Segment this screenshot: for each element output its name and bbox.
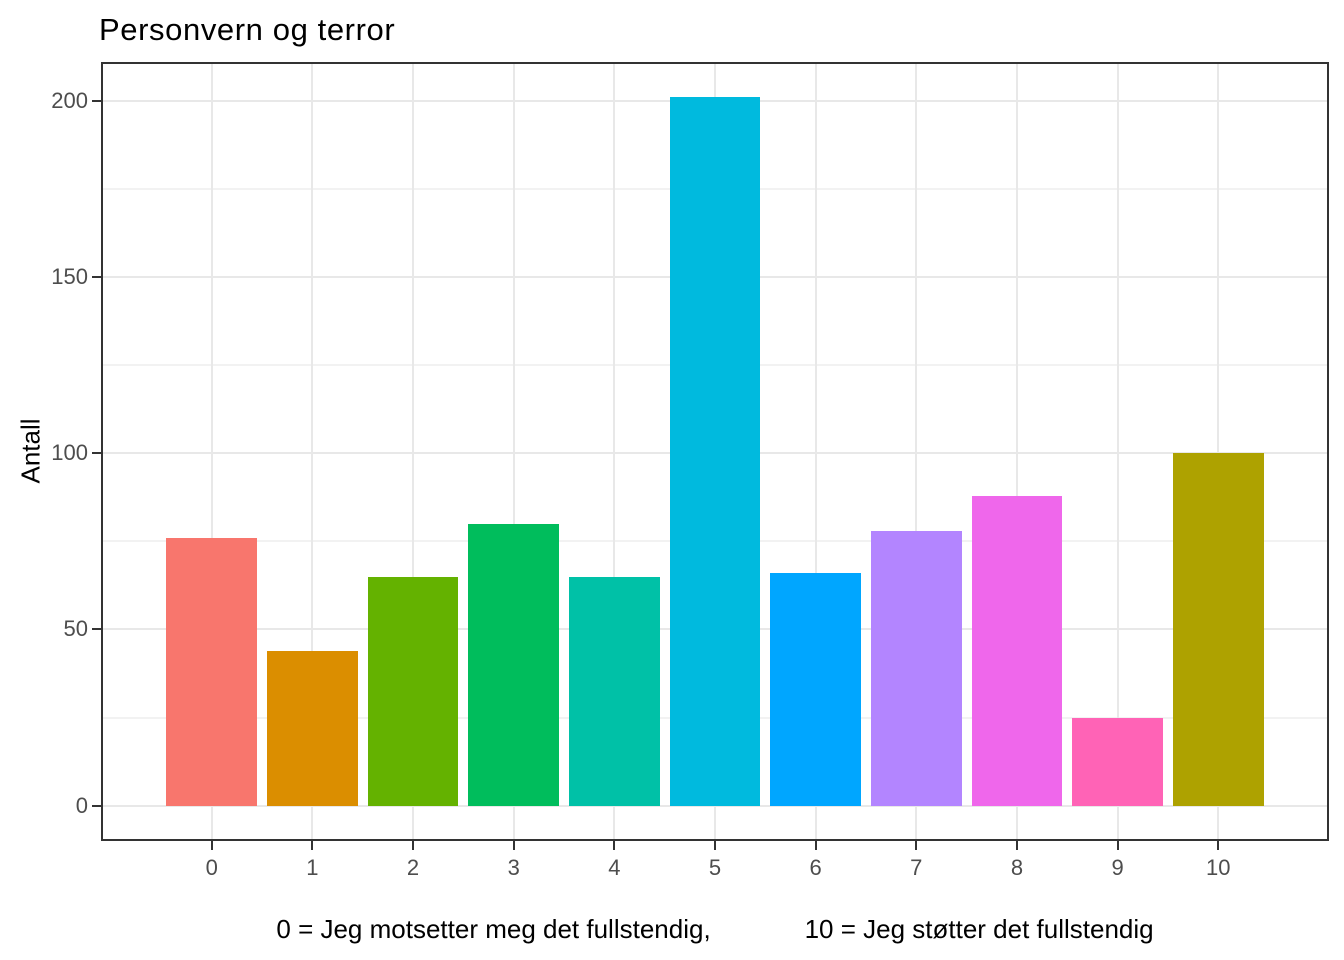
gridline-major-vertical <box>412 62 415 841</box>
x-tick-mark <box>1015 841 1018 850</box>
bar-8 <box>971 495 1063 806</box>
y-tick-label: 50 <box>63 616 88 642</box>
x-tick-label: 9 <box>1111 855 1124 880</box>
bar-4 <box>569 576 660 806</box>
gridline-major-vertical <box>814 62 817 841</box>
x-tick-label: 5 <box>708 855 722 880</box>
x-tick-mark <box>1116 841 1119 850</box>
y-tick-mark <box>92 804 101 807</box>
y-tick-mark <box>92 628 101 631</box>
bar-6 <box>770 573 861 806</box>
bar-0 <box>166 537 257 806</box>
x-tick-label: 7 <box>910 855 923 880</box>
x-tick-mark <box>814 841 817 850</box>
plot-panel <box>101 62 1329 841</box>
bar-7 <box>871 530 962 806</box>
chart-title: Personvern og terror <box>99 12 396 47</box>
x-tick-mark <box>412 841 415 850</box>
y-tick-mark <box>92 452 101 455</box>
x-tick-label: 2 <box>406 855 420 880</box>
y-tick-label: 200 <box>51 87 88 113</box>
x-axis-caption: 0 = Jeg motsetter meg det fullstendig, 1… <box>276 914 1154 944</box>
bar-3 <box>468 523 559 806</box>
gridline-major-vertical <box>210 62 213 841</box>
y-tick-label: 150 <box>51 264 88 290</box>
gridline-major-vertical <box>512 62 515 841</box>
gridline-major-vertical <box>915 62 918 841</box>
x-tick-mark <box>512 841 515 850</box>
x-tick-mark <box>210 841 213 850</box>
x-tick-label: 1 <box>306 855 319 880</box>
x-tick-label: 0 <box>205 855 218 880</box>
x-tick-mark <box>714 841 716 850</box>
bar-1 <box>267 650 358 806</box>
x-tick-label: 6 <box>809 855 822 880</box>
x-tick-label: 4 <box>608 855 621 880</box>
y-tick-label: 100 <box>51 440 88 466</box>
x-tick-mark <box>915 841 918 850</box>
bar-9 <box>1072 717 1163 806</box>
gridline-major-vertical <box>613 62 616 841</box>
x-tick-mark <box>613 841 616 850</box>
bar-5 <box>669 97 761 806</box>
y-tick-mark <box>92 276 101 279</box>
x-tick-mark <box>1217 841 1220 850</box>
gridline-major-vertical <box>1116 62 1119 841</box>
y-tick-mark <box>92 99 101 102</box>
y-tick-label: 0 <box>75 792 88 818</box>
bar-10 <box>1172 453 1264 806</box>
gridline-major-vertical <box>1015 62 1018 841</box>
gridline-major-vertical <box>1217 62 1220 841</box>
x-tick-label: 8 <box>1010 855 1024 880</box>
x-tick-label: 10 <box>1206 855 1231 880</box>
x-tick-label: 3 <box>507 855 520 880</box>
x-tick-mark <box>311 841 314 850</box>
gridline-major-vertical <box>311 62 314 841</box>
bar-2 <box>367 576 459 806</box>
